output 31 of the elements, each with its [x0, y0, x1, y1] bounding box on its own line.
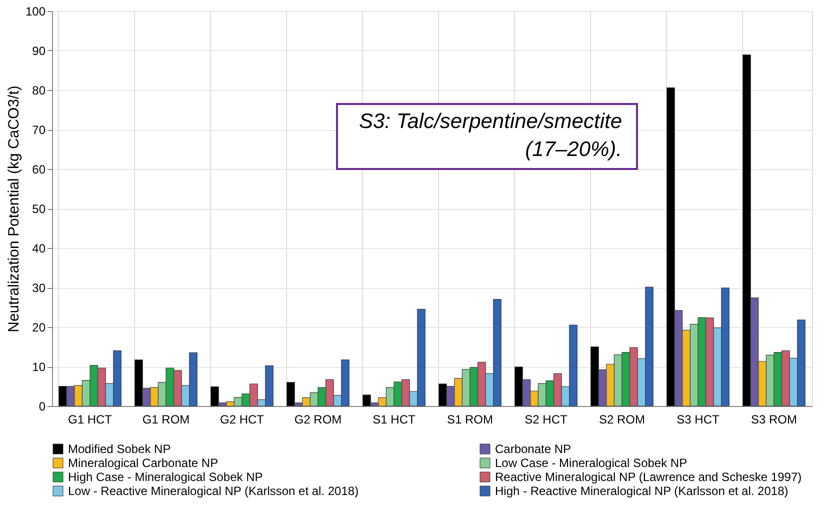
- x-tick-label: S3 HCT: [676, 412, 720, 426]
- y-tick-label: 70: [32, 123, 46, 137]
- x-tick-label: S2 ROM: [598, 412, 646, 426]
- y-tick-label: 80: [32, 84, 46, 98]
- legend-label: Mineralogical Carbonate NP: [68, 456, 218, 470]
- legend-label: Reactive Mineralogical NP (Lawrence and Scheske 1997): [495, 470, 802, 484]
- legend-label: High - Reactive Mineralogical NP (Karlsson et al. 2018): [495, 484, 788, 498]
- annotation: S3: Talc/serpentine/smectite (17–20%).: [358, 110, 622, 161]
- y-tick-label: 60: [32, 162, 46, 176]
- y-tick-label: 30: [32, 281, 46, 295]
- x-tick-label: G1 HCT: [68, 412, 113, 426]
- legend-label: Carbonate NP: [495, 442, 572, 456]
- legend-label: Modified Sobek NP: [68, 442, 171, 456]
- y-tick-label: 0: [38, 400, 46, 414]
- x-tick-label: S2 HCT: [524, 412, 568, 426]
- y-tick-label: 100: [25, 4, 46, 18]
- x-tick-label: G2 HCT: [220, 412, 265, 426]
- x-tick-label: S3 ROM: [750, 412, 798, 426]
- y-tick-label: 90: [32, 44, 46, 58]
- legend-label: High Case - Mineralogical Sobek NP: [68, 470, 263, 484]
- legend-label: Low - Reactive Mineralogical NP (Karlsson et al. 2018): [68, 484, 359, 498]
- y-tick-label: 50: [32, 202, 46, 216]
- y-tick-label: 40: [32, 242, 46, 256]
- x-tick-label: S1 HCT: [372, 412, 416, 426]
- legend-label: Low Case - Mineralogical Sobek NP: [495, 456, 688, 470]
- x-tick-label: G1 ROM: [142, 412, 190, 426]
- y-tick-label: 10: [32, 360, 46, 374]
- y-axis-title: Neutralization Potential (kg CaCO3/t): [5, 86, 22, 332]
- x-tick-label: G2 ROM: [294, 412, 342, 426]
- y-tick-label: 20: [32, 320, 46, 334]
- x-tick-label: S1 ROM: [446, 412, 494, 426]
